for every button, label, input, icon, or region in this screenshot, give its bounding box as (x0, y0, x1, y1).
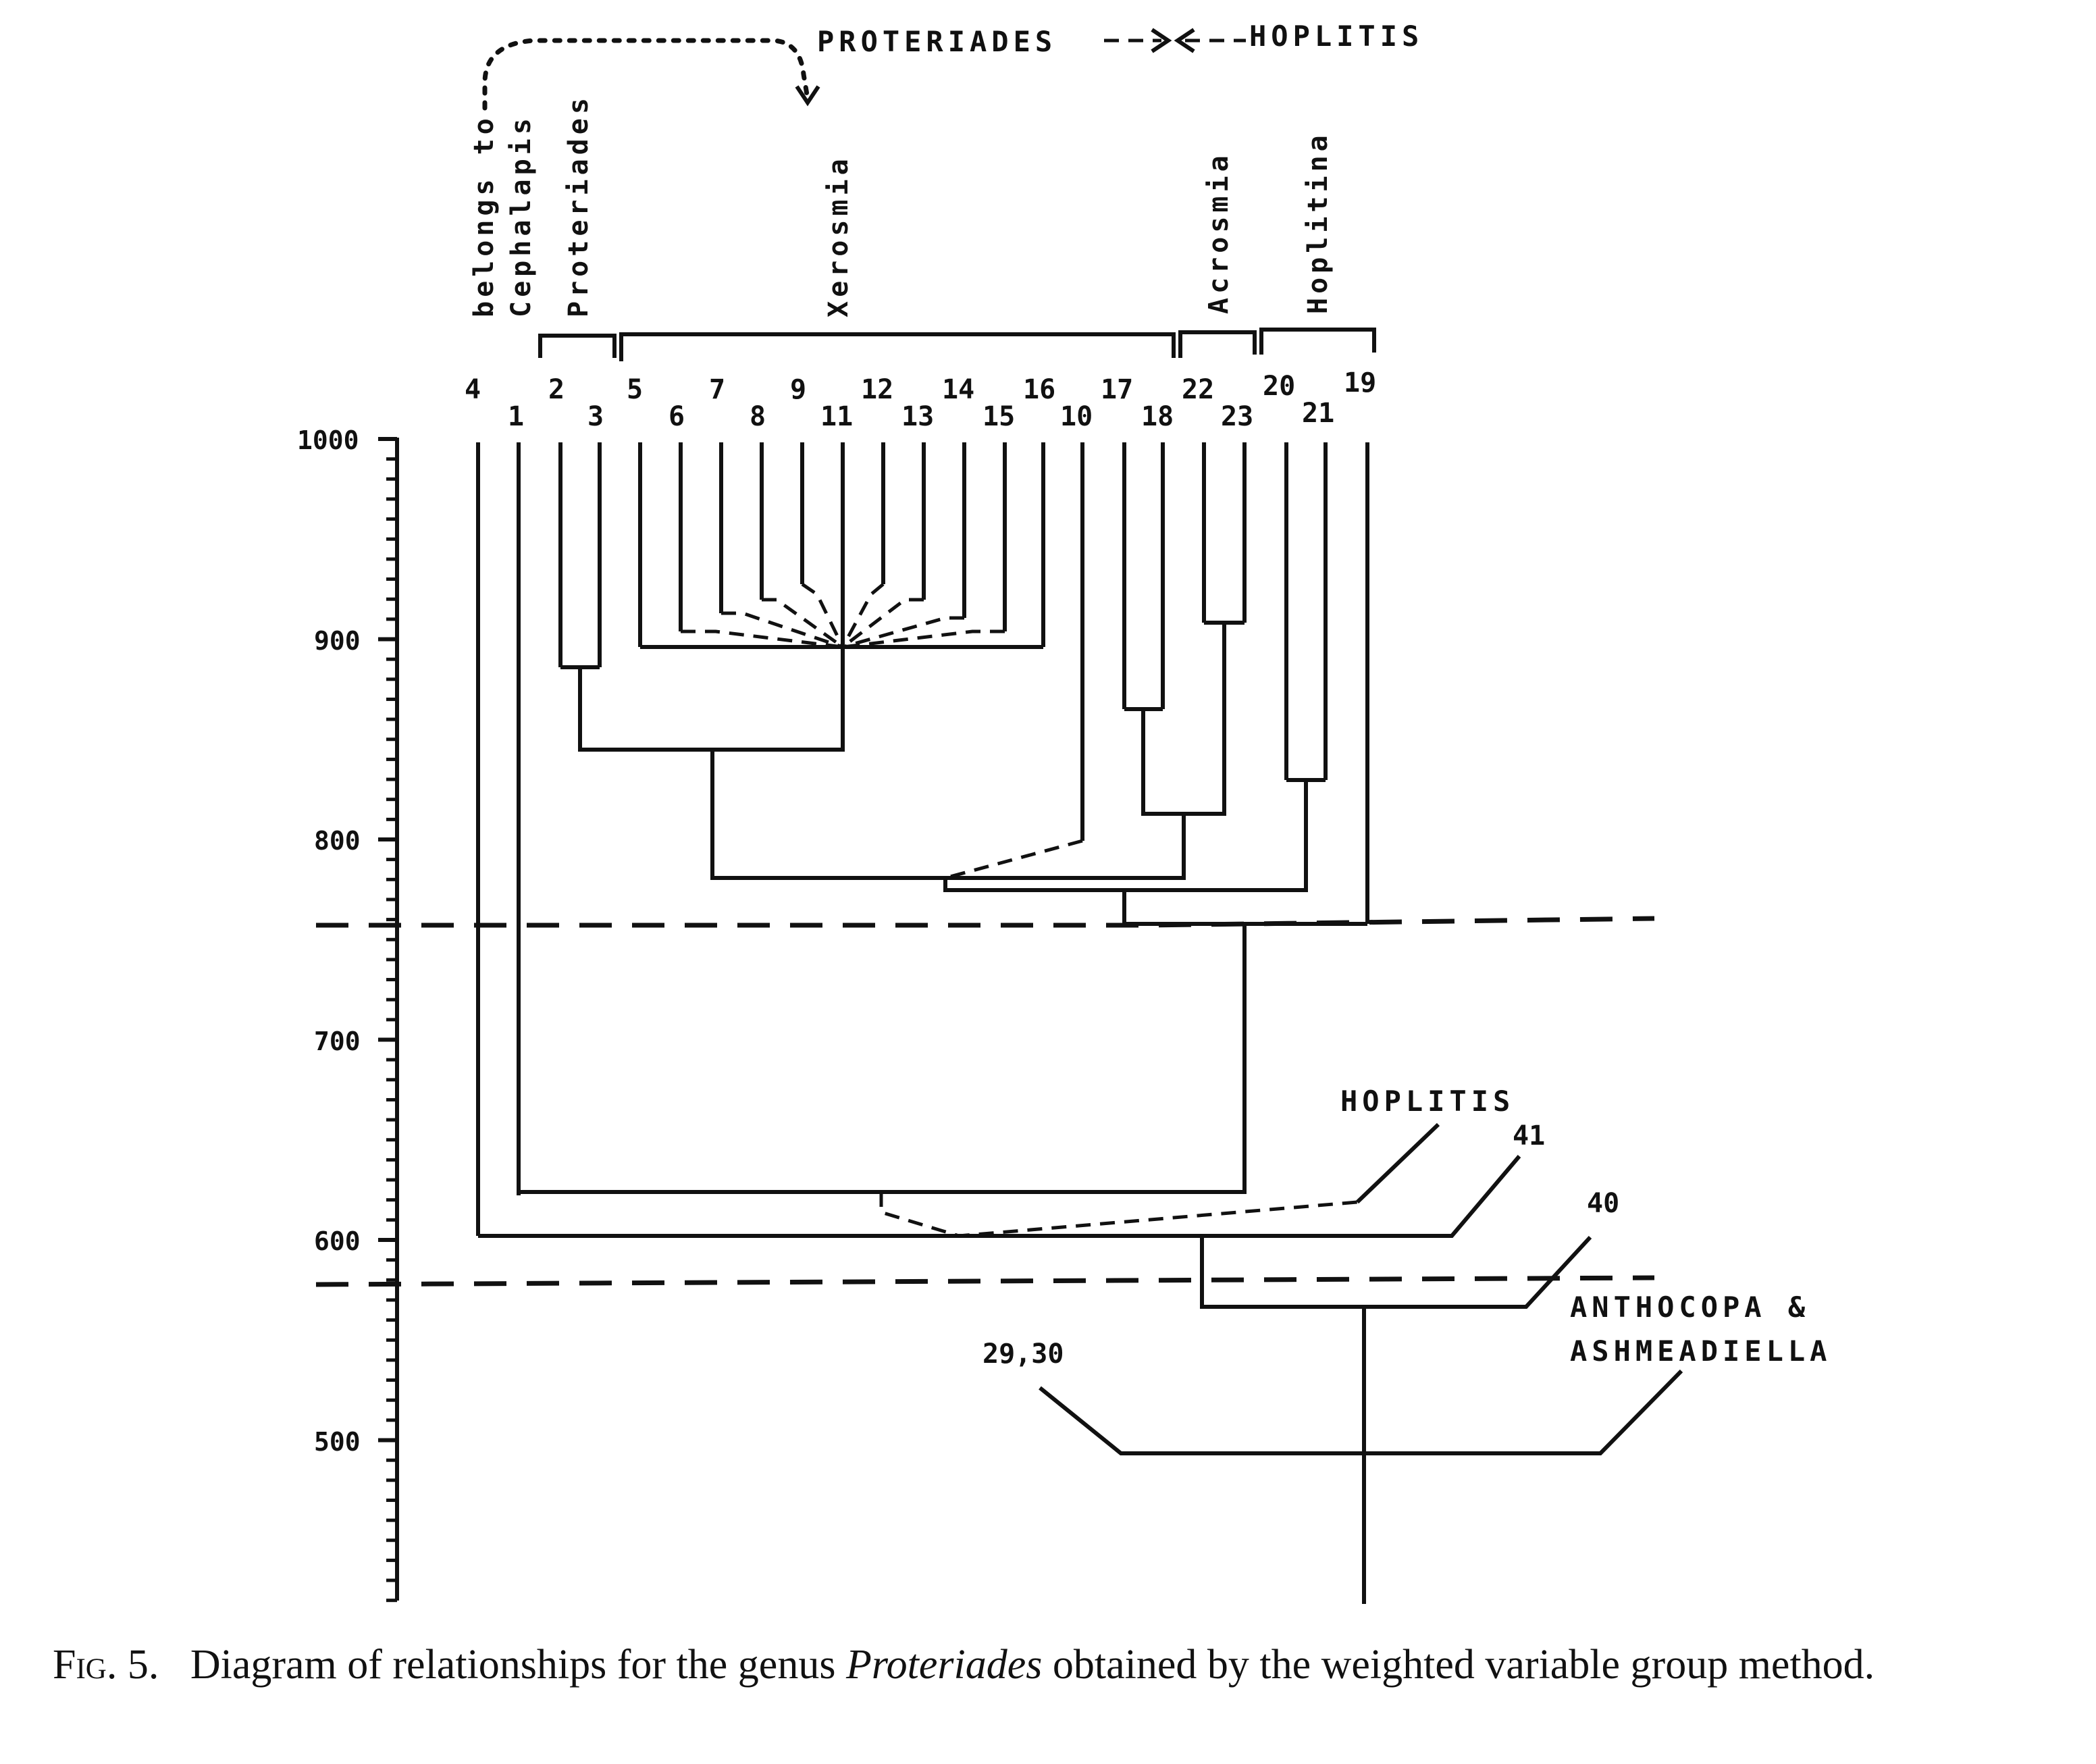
leaf-label-22: 22 (1182, 374, 1214, 405)
proteriades-arrow-curve (482, 38, 810, 111)
join-to-proteriades-group (710, 750, 1186, 880)
leaf-label-1: 1 (508, 401, 524, 432)
join-hoplitina-19 (1122, 890, 1367, 926)
join-proteriades-xerosmia (578, 647, 845, 752)
bracket-xerosmia (619, 332, 1176, 361)
tick-label-600: 600 (314, 1226, 361, 1256)
label-cephalapis: Cephalapis (506, 114, 537, 317)
leaf-label-2: 2 (548, 374, 565, 405)
leaf-label-3: 3 (587, 401, 604, 432)
fan-7 (721, 611, 843, 649)
join-10-dashed (945, 839, 1083, 880)
leaf-stems (476, 442, 1369, 1236)
tick-label-700: 700 (314, 1027, 361, 1056)
join-drop-to-1 (519, 924, 1247, 1194)
leaf-label-21: 21 (1302, 398, 1334, 429)
label-40: 40 (1587, 1188, 1619, 1219)
header-arrowhead-right (1151, 28, 1172, 53)
leaf-label-19: 19 (1344, 367, 1376, 398)
label-hoplitina: Hoplitina (1303, 131, 1334, 314)
label-41: 41 (1513, 1120, 1545, 1151)
tick-label-500: 500 (314, 1427, 361, 1457)
fan-8 (762, 598, 844, 649)
header-arrowhead-left (1174, 28, 1195, 53)
leaf-labels: 4 1 2 3 5 6 7 8 9 11 12 13 14 15 16 10 1… (465, 367, 1376, 432)
leaf-label-18: 18 (1141, 401, 1174, 432)
join-hoplitina (943, 780, 1308, 892)
header-hoplitis: HOPLITIS (1249, 20, 1423, 53)
join-4-41 (478, 1155, 1521, 1238)
label-acrosmia: Acrosmia (1203, 151, 1234, 314)
tick-label-1000: 1000 (297, 425, 359, 455)
fan-6 (681, 629, 843, 649)
label-hoplitis: HOPLITIS (1340, 1085, 1515, 1118)
header-proteriades: PROTERIADES (817, 25, 1057, 58)
leaf-label-7: 7 (709, 374, 725, 405)
join-17-18-acrosmia (1141, 623, 1226, 816)
label-ashmeadiella: ASHMEADIELLA (1570, 1334, 1831, 1368)
bracket-acrosmia (1178, 330, 1257, 358)
label-proteriades: Proteriades (563, 94, 594, 317)
hoplitis-leader (1355, 1122, 1440, 1204)
dendrogram-joins (478, 442, 1683, 1604)
tick-label-900: 900 (314, 626, 361, 656)
leaf-label-4: 4 (465, 374, 481, 405)
bracket-proteriades (538, 334, 617, 358)
join-to-40 (1200, 1235, 1592, 1309)
leaf-label-8: 8 (750, 401, 766, 432)
leaf-label-13: 13 (901, 401, 934, 432)
leaf-label-15: 15 (983, 401, 1015, 432)
hoplitis-dashed-link (879, 1192, 1358, 1238)
leaf-label-5: 5 (627, 374, 643, 405)
y-axis-ticks (378, 437, 397, 1603)
leaf-label-17: 17 (1101, 374, 1133, 405)
figure-caption: Fig. 5. Diagram of relationships for the… (53, 1638, 2085, 1692)
leaf-label-9: 9 (790, 374, 806, 405)
leaf-label-20: 20 (1263, 371, 1295, 402)
fan-9 (801, 582, 845, 648)
join-29-30-anthocopa (1039, 1369, 1683, 1455)
fan-13 (841, 598, 924, 648)
caption-text-after: obtained by the weighted variable group … (1052, 1642, 1875, 1688)
label-belongs-to: belongs to (469, 114, 500, 317)
proteriades-arrow-head (795, 85, 820, 107)
fan-14 (842, 616, 964, 649)
y-axis: 1000 900 800 700 600 500 (297, 425, 399, 1603)
label-xerosmia: Xerosmia (823, 155, 854, 317)
leaf-label-10: 10 (1060, 401, 1093, 432)
caption-fig-label: Fig. 5. (53, 1642, 159, 1688)
leaf-label-23: 23 (1221, 401, 1253, 432)
caption-text-before: Diagram of relationships for the genus (190, 1642, 836, 1688)
fan-15 (842, 629, 1005, 649)
leaf-label-16: 16 (1023, 374, 1055, 405)
fan-12 (841, 583, 885, 648)
tick-label-800: 800 (314, 826, 361, 856)
leaf-label-14: 14 (942, 374, 974, 405)
leaf-label-12: 12 (861, 374, 893, 405)
label-anthocopa: ANTHOCOPA & (1570, 1291, 1810, 1324)
leaf-label-6: 6 (669, 401, 685, 432)
threshold-line-upper (316, 916, 1655, 928)
threshold-line-lower (315, 1275, 1655, 1287)
label-29-30: 29,30 (983, 1339, 1064, 1370)
leaf-label-11: 11 (820, 401, 853, 432)
dendrogram-figure: PROTERIADES HOPLITIS belongs to Cephalap… (297, 20, 1831, 1604)
bracket-hoplitina (1259, 328, 1376, 355)
caption-genus: Proteriades (845, 1642, 1043, 1688)
